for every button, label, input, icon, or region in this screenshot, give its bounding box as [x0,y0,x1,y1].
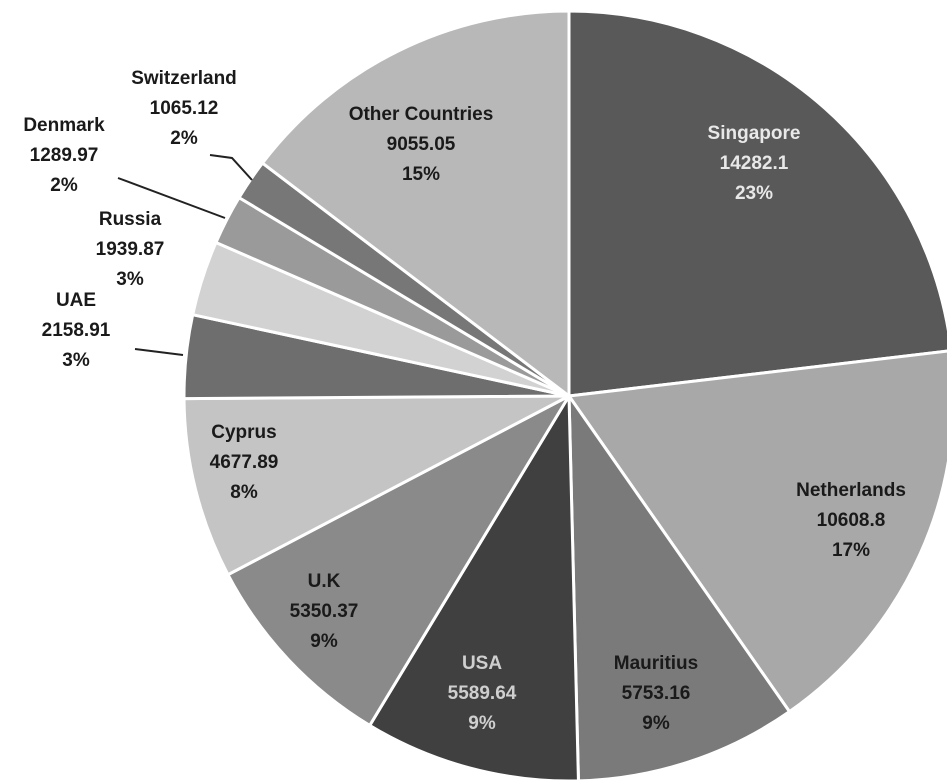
label-cyprus-value: 4677.89 [210,452,279,473]
label-denmark-percent: 2% [50,175,78,196]
label-netherlands-label: Netherlands [796,480,906,501]
leader-line-switzerland [209,154,253,181]
label-usa-percent: 9% [468,713,496,734]
label-switzerland-value: 1065.12 [150,98,219,119]
label-mauritius-label: Mauritius [614,653,698,674]
pie-slices [182,9,947,782]
label-cyprus-label: Cyprus [211,422,276,443]
slice-cyprus [182,394,571,577]
label-denmark-label: Denmark [23,115,105,136]
slice-netherlands [567,349,947,714]
label-u-k-label: U.K [308,571,341,592]
label-russia-value: 1939.87 [96,239,165,260]
label-switzerland-percent: 2% [170,128,198,149]
label-singapore-value: 14282.1 [720,153,789,174]
label-uae-value: 2158.91 [42,320,111,341]
label-switzerland-label: Switzerland [131,68,237,89]
slice-singapore [567,9,947,398]
label-other-countries-value: 9055.05 [387,134,456,155]
label-russia-label: Russia [99,209,162,230]
label-cyprus-percent: 8% [230,482,258,503]
label-u-k-value: 5350.37 [290,601,359,622]
label-singapore-label: Singapore [708,123,801,144]
leader-lines [117,154,253,356]
label-denmark-value: 1289.97 [30,145,99,166]
slice-u-k [226,394,571,727]
label-netherlands-percent: 17% [832,540,870,561]
leader-line-uae [134,348,184,356]
label-mauritius-value: 5753.16 [622,683,691,704]
slice-labels: Singapore 14282.1 23% Netherlands 10608.8 17%… [23,68,906,734]
label-uae-percent: 3% [62,350,90,371]
label-other-countries-percent: 15% [402,164,440,185]
label-singapore-percent: 23% [735,183,773,204]
label-russia-percent: 3% [116,269,144,290]
label-uae-label: UAE [56,290,96,311]
label-u-k-percent: 9% [310,631,338,652]
slice-other-countries [260,9,571,398]
leader-line-denmark [117,177,226,219]
slice-usa [368,394,580,782]
label-mauritius-percent: 9% [642,713,670,734]
label-usa-label: USA [462,653,502,674]
slice-mauritius [567,394,791,782]
label-other-countries-label: Other Countries [349,104,494,125]
label-netherlands-value: 10608.8 [817,510,886,531]
label-usa-value: 5589.64 [448,683,517,704]
